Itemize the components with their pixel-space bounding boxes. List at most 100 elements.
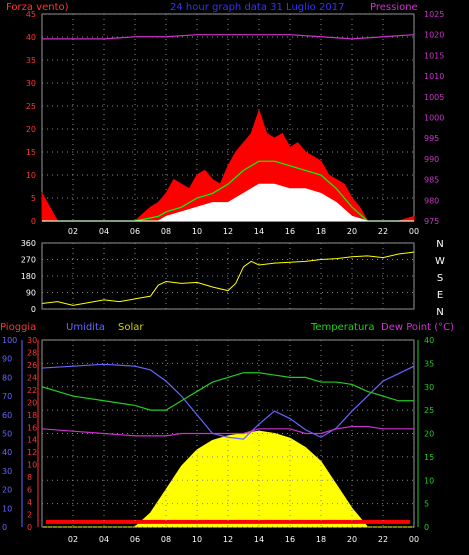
tick-label: 985	[424, 176, 439, 185]
solar-title: Solar	[118, 322, 144, 333]
tick-label: 12	[223, 227, 233, 236]
tick-label: 0	[31, 217, 36, 226]
tick-label: 90	[2, 355, 12, 364]
tick-label: 5	[424, 500, 429, 509]
tick-label: 26	[27, 361, 37, 370]
tick-label: 30	[2, 467, 12, 476]
tick-label: 1000	[424, 114, 444, 123]
sun-set-label: Sun Set	[346, 493, 381, 503]
tick-label: 35	[424, 359, 434, 368]
compass-label: W	[435, 256, 445, 267]
tick-label: 90	[26, 289, 36, 298]
wind-pressure-panel: 0510152025303540459759809859909951000100…	[26, 10, 445, 236]
tick-label: 22	[378, 227, 388, 236]
tick-label: 30	[26, 79, 36, 88]
tick-label: 10	[424, 476, 434, 485]
tick-label: 25	[424, 406, 434, 415]
tick-label: 990	[424, 155, 439, 164]
tick-label: 40	[2, 448, 12, 457]
compass-label: N	[436, 307, 443, 318]
tick-label: 12	[27, 448, 37, 457]
tick-label: 0	[2, 523, 7, 532]
pressure-series	[42, 34, 415, 40]
tick-label: 30	[424, 383, 434, 392]
tick-label: 08	[161, 227, 171, 236]
tick-label: 14	[254, 227, 264, 236]
tick-label: 995	[424, 134, 439, 143]
tick-label: 60	[2, 411, 12, 420]
tick-label: 20	[347, 227, 357, 236]
tick-label: 10	[192, 535, 202, 544]
chart-title: 24 hour graph data 31 Luglio 2017	[170, 2, 344, 13]
tick-label: 12	[223, 535, 233, 544]
tick-label: 5	[31, 194, 36, 203]
tick-label: 1010	[424, 72, 444, 81]
tick-label: 15	[424, 453, 434, 462]
tick-label: 18	[316, 535, 326, 544]
tick-label: 20	[347, 535, 357, 544]
tick-label: 1005	[424, 93, 444, 102]
dewpoint-series	[41, 425, 414, 437]
wind-title: Forza vento)	[6, 2, 69, 13]
dewpoint-title: Dew Point (°C)	[381, 322, 454, 333]
tick-label: 10	[26, 171, 36, 180]
tick-label: 18	[27, 411, 37, 420]
tick-label: 980	[424, 196, 439, 205]
humidity-title: Umidita	[66, 322, 105, 333]
gust-series	[42, 160, 414, 222]
tick-label: 24	[27, 373, 37, 382]
tick-label: 80	[2, 373, 12, 382]
tick-label: 70	[2, 392, 12, 401]
tick-label: 40	[26, 33, 36, 42]
tick-label: 2	[27, 511, 32, 520]
average-wind-series	[42, 183, 414, 222]
tick-label: 270	[21, 256, 36, 265]
tick-label: 04	[99, 535, 109, 544]
tick-label: 02	[68, 535, 78, 544]
tick-label: 0	[424, 523, 429, 532]
tick-label: 02	[68, 227, 78, 236]
tick-label: 40	[424, 336, 434, 345]
tick-label: 10	[2, 504, 12, 513]
tick-label: 06	[130, 227, 140, 236]
tick-label: 1020	[424, 31, 444, 40]
sun-rise-label: Sun Rise	[108, 493, 147, 503]
pressure-title: Pressione	[370, 2, 418, 13]
tick-label: 50	[2, 430, 12, 439]
tick-label: 04	[99, 227, 109, 236]
tick-label: 16	[285, 227, 295, 236]
tick-label: 360	[21, 239, 36, 248]
rain-bar	[46, 519, 410, 524]
tick-label: 20	[27, 398, 37, 407]
tick-label: 0	[31, 305, 36, 314]
tick-label: 00	[409, 535, 419, 544]
tick-label: 25	[26, 102, 36, 111]
tick-label: 6	[27, 486, 32, 495]
tick-label: 45	[26, 10, 36, 19]
tick-label: 16	[27, 423, 37, 432]
tick-label: 22	[27, 386, 37, 395]
tick-label: 00	[409, 227, 419, 236]
temp-humidity-panel: 0510152025303540010203040506070809010002…	[2, 336, 434, 544]
tick-label: 975	[424, 217, 439, 226]
tick-label: 16	[285, 535, 295, 544]
tick-label: 28	[27, 348, 37, 357]
direction-series	[41, 251, 415, 306]
tick-label: 20	[2, 486, 12, 495]
tick-label: 10	[192, 227, 202, 236]
tick-label: 180	[21, 272, 36, 281]
tick-label: 4	[27, 498, 32, 507]
tick-label: 15	[26, 148, 36, 157]
tick-label: 100	[2, 336, 17, 345]
tick-label: 8	[27, 473, 32, 482]
tick-label: 0	[27, 523, 32, 532]
tick-label: 1015	[424, 51, 444, 60]
tick-label: 18	[316, 227, 326, 236]
tick-label: 1025	[424, 10, 444, 19]
tick-label: 14	[254, 535, 264, 544]
temperature-series	[41, 372, 414, 411]
compass-label: N	[436, 239, 443, 250]
tick-label: 35	[26, 56, 36, 65]
